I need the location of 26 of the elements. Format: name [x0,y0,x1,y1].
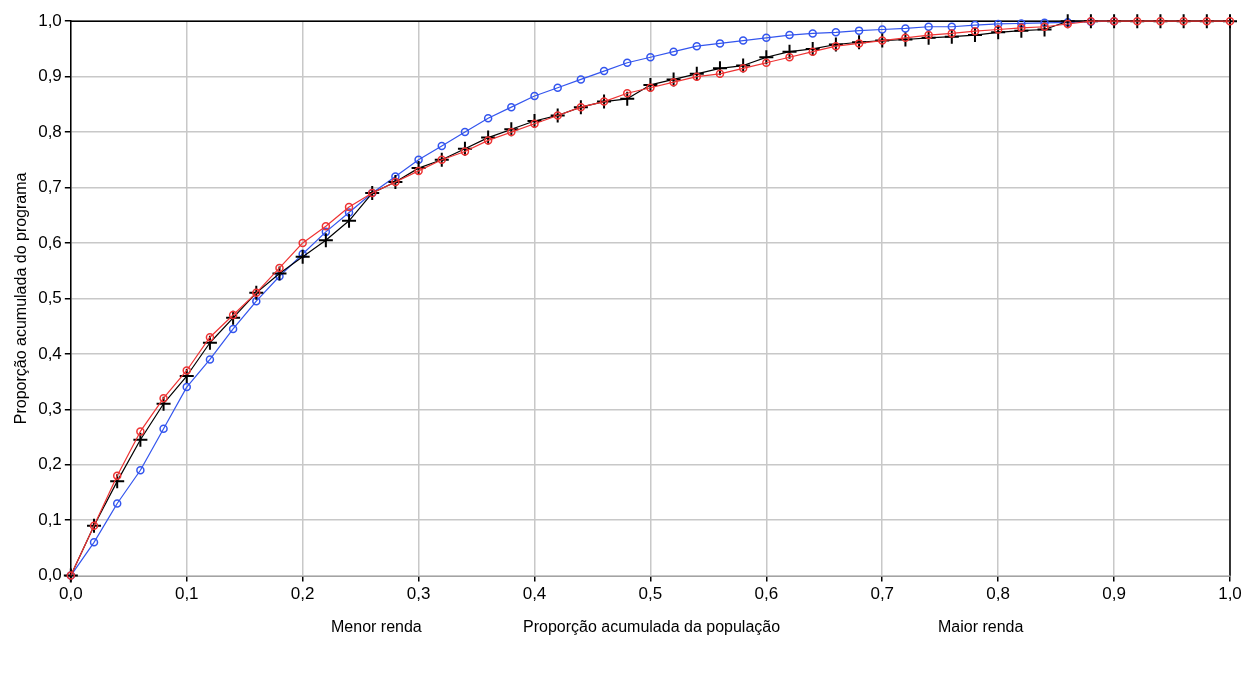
x-tick-label: 0,7 [870,584,895,604]
y-tick-label: 0,0 [38,565,62,585]
y-tick-label: 0,2 [38,454,62,474]
text: Maior renda [938,618,1024,636]
x-tick-label: 0,2 [290,584,315,604]
y-tick-label: 0,9 [38,66,62,86]
y-tick-label: 0,8 [38,121,62,141]
x-tick-label: 1,0 [1218,584,1242,604]
x-tick-label: 0,9 [1102,584,1126,604]
x-tick-label: 0,3 [406,584,431,604]
x-tick-label: 0,4 [522,584,547,604]
x-tick-label: 0,8 [986,584,1010,604]
x-axis-title: Proporção acumulada da população [523,618,781,636]
y-tick-label: 0,7 [38,177,62,197]
x-tick-label: 0,0 [59,584,83,604]
text: Menor renda [331,618,422,636]
y-tick-label: 1,0 [38,10,62,30]
x-tick-label: 0,1 [174,584,199,604]
y-tick-label: 0,5 [38,288,62,308]
y-tick-label: 0,6 [38,232,62,252]
x-tick-label: 0,5 [638,584,663,604]
x-tick-label: 0,6 [754,584,779,604]
y-axis-title: Proporção acumulada do programa [12,172,30,425]
y-tick-label: 0,1 [38,509,62,529]
y-tick-label: 0,3 [38,398,62,418]
y-tick-label: 0,4 [38,343,62,363]
